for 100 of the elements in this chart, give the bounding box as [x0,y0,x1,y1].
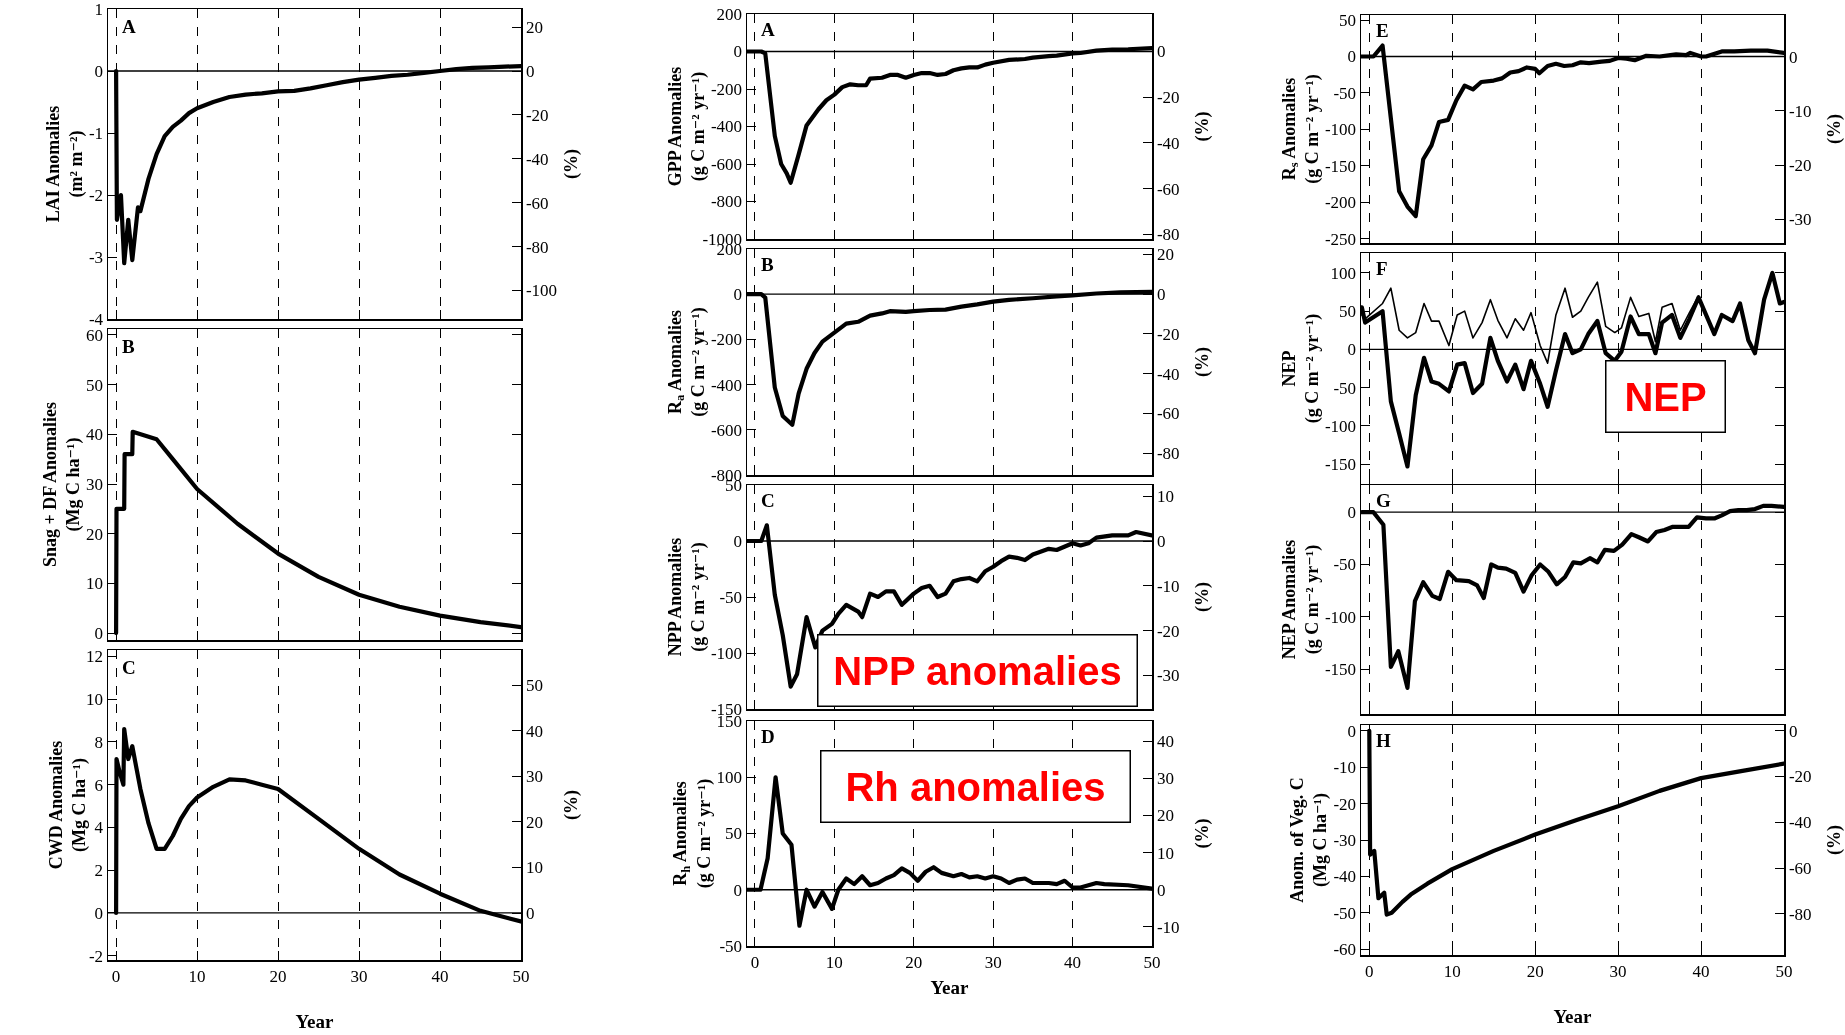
y-tick-label: -600 [710,420,743,440]
y-tick-label: -400 [710,117,743,137]
y-tick-label: 0 [94,903,104,923]
annotation: B [761,254,774,275]
y-tick-label: 0 [1347,721,1357,741]
y2-tick-label: 50 [525,676,543,696]
y-tick-label: 30 [86,474,104,494]
annotation: C [761,490,775,511]
x-tick-label: 10 [188,966,206,986]
y-tick-label: -60 [1333,940,1357,960]
x-tick-label: 50 [1775,961,1793,981]
annotation: NEP [1624,374,1707,419]
y2-tick-label: -30 [1788,210,1812,230]
y2-tick-label: -60 [1156,179,1180,199]
y2-tick-label: -20 [1788,767,1812,787]
y-tick-label: 40 [86,425,104,445]
y2-tick-label: 20 [1156,806,1174,826]
y-tick-label: 0 [733,285,743,305]
annotation: A [761,19,775,40]
y-tick-label: 50 [1339,302,1357,322]
y-tick-label: 0 [94,623,104,643]
y2-tick-label: 20 [525,812,543,832]
y-tick-label: -50 [1333,555,1357,575]
y-tick-label: -600 [710,154,743,174]
x-tick-label: 40 [431,966,449,986]
x-tick-label: 20 [1526,961,1544,981]
y2-axis-title: (%) [1191,818,1213,849]
y-tick-label: -50 [719,936,743,956]
y-tick-label: -200 [710,79,743,99]
y-tick-label: 12 [86,647,104,667]
y2-tick-label: -30 [1156,666,1180,686]
y-tick-label: -2 [88,185,104,205]
y-tick-label: -50 [1333,378,1357,398]
y2-tick-label: 20 [525,18,543,38]
y2-axis-title: (%) [1823,114,1845,144]
y-tick-label: 100 [1330,263,1357,283]
y2-tick-label: -80 [1788,904,1812,924]
annotation: C [122,657,136,678]
y2-tick-label: -100 [525,281,558,301]
y2-tick-label: 30 [525,767,543,787]
x-tick-label: 0 [750,952,760,972]
y-tick-label: -30 [1333,830,1357,850]
y2-tick-label: -20 [1156,324,1180,344]
y2-tick-label: -20 [1788,155,1812,175]
y2-tick-label: 20 [1156,245,1174,265]
y-tick-label: -200 [1324,193,1357,213]
y-tick-label: 0 [1347,340,1357,360]
y2-tick-label: 0 [525,62,535,82]
y2-tick-label: -60 [1156,404,1180,424]
annotation: Rh anomalies [845,764,1106,809]
y2-axis-title: (%) [1191,111,1213,142]
y2-tick-label: -40 [1156,133,1180,153]
y-tick-label: -150 [1324,659,1357,679]
y-tick-label: -100 [1324,607,1357,627]
x-tick-label: 20 [905,952,923,972]
y-tick-label: -150 [1324,156,1357,176]
x-tick-label: 0 [111,966,121,986]
y-tick-label: -20 [1333,794,1357,814]
annotation: G [1376,490,1391,511]
y-tick-label: 100 [716,768,743,788]
y-tick-label: 0 [733,42,743,62]
y-tick-label: -2 [88,946,104,966]
y-axis-title: GPP Anomalies (g C m⁻² yr⁻¹) [664,66,709,187]
y2-tick-label: 0 [525,903,535,923]
y-tick-label: -400 [710,375,743,395]
y-tick-label: -50 [719,587,743,607]
y2-tick-label: -80 [1156,225,1180,245]
y-tick-label: -800 [710,192,743,212]
y2-tick-label: -80 [1156,444,1180,464]
y-tick-label: 0 [733,880,743,900]
x-tick-label: 10 [825,952,843,972]
y2-tick-label: 10 [525,858,543,878]
y2-tick-label: 10 [1156,487,1174,507]
y-tick-label: 2 [94,861,104,881]
y2-tick-label: -20 [525,105,549,125]
y2-axis-title: (%) [1191,347,1213,377]
y-tick-label: -200 [710,330,743,350]
y2-tick-label: 0 [1156,531,1166,551]
y2-tick-label: -10 [1788,101,1812,121]
y-tick-label: -1 [88,123,104,143]
y2-tick-label: 10 [1156,843,1174,863]
y2-tick-label: -40 [1156,364,1180,384]
y2-tick-label: 0 [1788,47,1798,67]
y-tick-label: -50 [1333,903,1357,923]
y2-tick-label: 30 [1156,769,1174,789]
x-tick-label: 50 [512,966,530,986]
y-axis-title: CWD Anomalies (Mg C ha⁻¹) [45,740,90,870]
y2-tick-label: 0 [1156,285,1166,305]
y2-tick-label: -40 [525,149,549,169]
y2-axis-title: (%) [560,790,582,820]
x-axis-title: Year [295,1011,335,1033]
x-tick-label: 40 [1692,961,1710,981]
y-tick-label: -100 [1324,416,1357,436]
y-tick-label: -150 [1324,455,1357,475]
annotation: NPP anomalies [833,648,1122,693]
y2-tick-label: -40 [1788,813,1812,833]
y2-tick-label: 40 [1156,732,1174,752]
annotation: E [1376,20,1389,41]
y-tick-label: 20 [86,524,104,544]
y-tick-label: 50 [86,375,104,395]
